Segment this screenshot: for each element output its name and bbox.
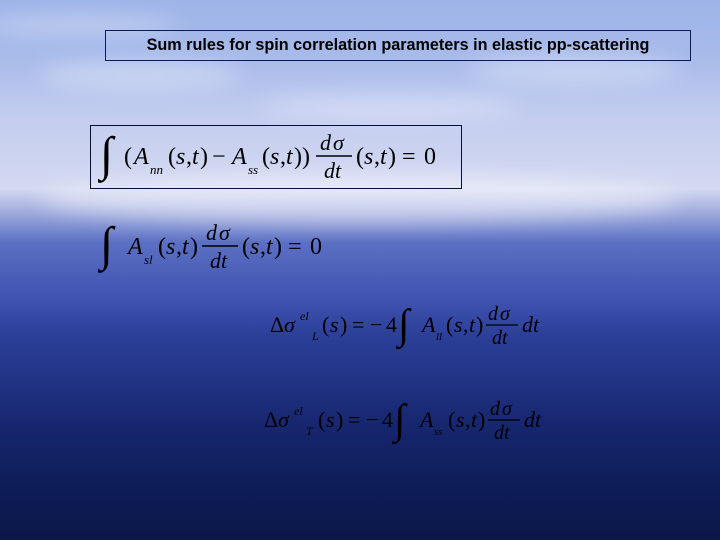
- svg-text:(: (: [446, 312, 453, 337]
- svg-text:): ): [476, 312, 483, 337]
- svg-text:(: (: [242, 234, 250, 260]
- svg-text:s: s: [364, 144, 373, 170]
- svg-text:4: 4: [382, 407, 393, 432]
- svg-text:): ): [336, 407, 343, 432]
- svg-text:t: t: [286, 144, 294, 170]
- svg-text:nn: nn: [150, 162, 163, 177]
- svg-text:t: t: [471, 407, 478, 432]
- svg-text:t: t: [380, 144, 388, 170]
- svg-text:−: −: [366, 407, 378, 432]
- svg-text:t: t: [266, 234, 274, 260]
- svg-text:0: 0: [424, 144, 436, 170]
- svg-text:,: ,: [463, 312, 469, 337]
- slide-stage: Sum rules for spin correlation parameter…: [0, 0, 720, 540]
- svg-text:): ): [190, 234, 198, 260]
- svg-text:σ: σ: [333, 130, 345, 155]
- svg-text:s: s: [326, 407, 335, 432]
- svg-text:(: (: [168, 144, 176, 170]
- svg-text:ss: ss: [248, 162, 258, 177]
- svg-text:sl: sl: [144, 252, 153, 267]
- svg-text:∫: ∫: [98, 128, 116, 183]
- svg-text:): ): [340, 312, 347, 337]
- equation-3: Δ σ el L ( s ) = − 4 ∫ A ll ( s , t ) d …: [270, 290, 670, 360]
- svg-text:dt: dt: [522, 312, 540, 337]
- svg-text:): ): [388, 144, 396, 170]
- svg-text:σ: σ: [284, 312, 296, 337]
- svg-text:=: =: [402, 144, 416, 170]
- svg-text:=: =: [352, 312, 364, 337]
- equation-4: Δ σ el T ( s ) = − 4 ∫ A ss ( s , t ) d …: [264, 385, 664, 455]
- svg-text:(: (: [158, 234, 166, 260]
- svg-text:−: −: [212, 144, 226, 170]
- svg-text:t: t: [469, 312, 476, 337]
- svg-text:)): )): [294, 144, 310, 170]
- svg-text:dt: dt: [494, 422, 510, 444]
- svg-text:): ): [274, 234, 282, 260]
- svg-text:dt: dt: [324, 158, 342, 183]
- svg-text:s: s: [454, 312, 463, 337]
- svg-text:s: s: [176, 144, 185, 170]
- svg-text:(: (: [448, 407, 455, 432]
- svg-text:d: d: [206, 220, 218, 245]
- slide-title: Sum rules for spin correlation parameter…: [147, 36, 650, 54]
- svg-text:s: s: [250, 234, 259, 260]
- svg-text:el: el: [294, 404, 303, 418]
- svg-text:): ): [478, 407, 485, 432]
- svg-text:dt: dt: [492, 327, 508, 349]
- svg-text:d: d: [490, 398, 501, 420]
- svg-text:,: ,: [465, 407, 471, 432]
- svg-text:(: (: [322, 312, 329, 337]
- svg-text:A: A: [420, 312, 436, 337]
- svg-text:L: L: [311, 329, 319, 343]
- equation-1: ∫ ( A nn ( s , t ) − A ss ( s , t )) d σ: [98, 120, 498, 194]
- svg-text:A: A: [126, 234, 143, 260]
- svg-text:∫: ∫: [391, 397, 408, 445]
- svg-text:el: el: [300, 309, 309, 323]
- svg-text:4: 4: [386, 312, 397, 337]
- svg-text:t: t: [182, 234, 190, 260]
- svg-text:σ: σ: [278, 407, 290, 432]
- svg-text:s: s: [456, 407, 465, 432]
- equation-2: ∫ A sl ( s , t ) d σ dt ( s , t ) = 0: [98, 210, 398, 284]
- svg-text:(: (: [356, 144, 364, 170]
- svg-text:A: A: [230, 144, 247, 170]
- svg-text:σ: σ: [500, 303, 511, 325]
- svg-text:d: d: [488, 303, 499, 325]
- svg-text:−: −: [370, 312, 382, 337]
- svg-text:∫: ∫: [395, 302, 412, 350]
- svg-text:σ: σ: [502, 398, 513, 420]
- svg-text:(: (: [318, 407, 325, 432]
- svg-text:s: s: [166, 234, 175, 260]
- svg-text:s: s: [270, 144, 279, 170]
- title-box: Sum rules for spin correlation parameter…: [105, 30, 691, 61]
- svg-text:d: d: [320, 130, 332, 155]
- svg-text:): ): [200, 144, 208, 170]
- svg-text:T: T: [306, 424, 314, 438]
- svg-text:0: 0: [310, 234, 322, 260]
- svg-text:dt: dt: [210, 248, 228, 273]
- svg-text:dt: dt: [524, 407, 542, 432]
- svg-text:=: =: [288, 234, 302, 260]
- svg-text:A: A: [418, 407, 434, 432]
- svg-text:s: s: [330, 312, 339, 337]
- svg-text:∫: ∫: [98, 218, 116, 273]
- svg-text:A: A: [132, 144, 149, 170]
- svg-text:Δ: Δ: [270, 312, 284, 337]
- svg-text:(: (: [262, 144, 270, 170]
- svg-text:Δ: Δ: [264, 407, 278, 432]
- svg-text:(: (: [124, 144, 132, 170]
- svg-text:t: t: [192, 144, 200, 170]
- svg-text:σ: σ: [219, 220, 231, 245]
- svg-text:ss: ss: [434, 426, 443, 438]
- svg-text:=: =: [348, 407, 360, 432]
- svg-text:ll: ll: [436, 331, 442, 343]
